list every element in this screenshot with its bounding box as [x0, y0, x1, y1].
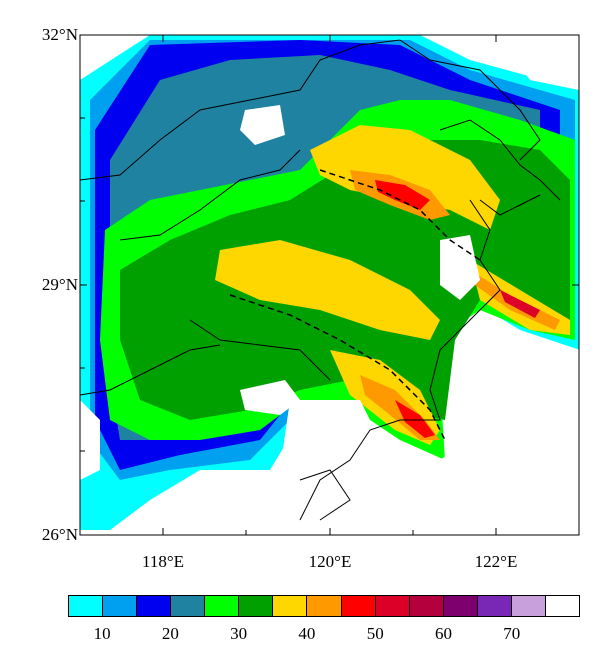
colorbar-tick-label: 50 [366, 624, 384, 643]
colorbar-tick-label: 70 [503, 624, 521, 643]
colorbar-swatch [103, 596, 138, 616]
colorbar-swatch [545, 596, 579, 616]
colorbar-swatch [477, 596, 512, 616]
colorbar-swatch [409, 596, 444, 616]
lat-label-32n: 32°N [41, 25, 78, 44]
colorbar-tick-label: 40 [298, 624, 316, 643]
lat-label-29n: 29°N [41, 275, 78, 294]
lon-label-120e: 120°E [308, 552, 352, 571]
colorbar-tick-label: 20 [161, 624, 179, 643]
colorbar-tick-label: 30 [230, 624, 248, 643]
colorbar-swatch [443, 596, 478, 616]
reflectivity-field [80, 35, 579, 535]
colorbar-swatch [341, 596, 376, 616]
colorbar-swatch [511, 596, 546, 616]
colorbar-tick-label: 10 [93, 624, 111, 643]
lon-label-118e: 118°E [141, 552, 185, 571]
colorbar-swatch [171, 596, 206, 616]
colorbar-swatch [137, 596, 172, 616]
axis-ticks [80, 34, 579, 536]
lon-label-122e: 122°E [474, 552, 518, 571]
lat-label-26n: 26°N [41, 525, 78, 544]
colorbar-swatch [273, 596, 308, 616]
colorbar-tick-label: 60 [434, 624, 452, 643]
colorbar-swatch [205, 596, 240, 616]
colorbar-swatch [375, 596, 410, 616]
colorbar-swatch [69, 596, 104, 616]
colorbar [68, 595, 580, 617]
colorbar-swatch [307, 596, 342, 616]
colorbar-swatch [239, 596, 274, 616]
